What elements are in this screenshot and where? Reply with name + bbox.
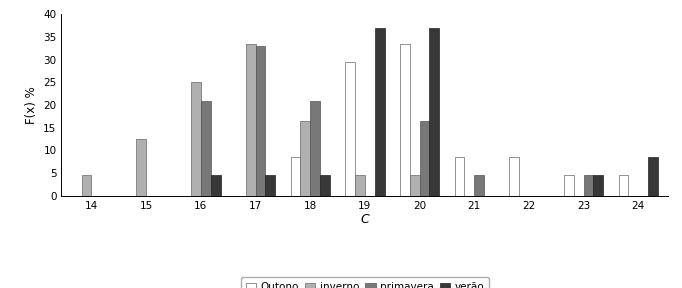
Bar: [320, 175, 330, 196]
Bar: [584, 175, 593, 196]
Bar: [410, 175, 419, 196]
Bar: [430, 28, 439, 196]
Bar: [300, 121, 310, 196]
Bar: [564, 175, 574, 196]
Bar: [291, 157, 300, 196]
Bar: [648, 157, 658, 196]
Bar: [454, 157, 464, 196]
Bar: [474, 175, 484, 196]
Bar: [246, 44, 256, 196]
Bar: [310, 101, 320, 196]
Bar: [345, 62, 355, 196]
Bar: [265, 175, 276, 196]
Bar: [593, 175, 604, 196]
Bar: [419, 121, 430, 196]
Bar: [619, 175, 628, 196]
Bar: [136, 139, 146, 196]
Bar: [509, 157, 519, 196]
Bar: [355, 175, 365, 196]
Bar: [211, 175, 220, 196]
Legend: Outono, inverno, primavera, verão: Outono, inverno, primavera, verão: [241, 277, 489, 288]
Bar: [374, 28, 385, 196]
Bar: [256, 46, 265, 196]
Bar: [400, 44, 410, 196]
Bar: [191, 82, 201, 196]
Bar: [201, 101, 211, 196]
Bar: [82, 175, 91, 196]
Y-axis label: F(x) %: F(x) %: [25, 86, 38, 124]
X-axis label: C: C: [361, 213, 369, 226]
